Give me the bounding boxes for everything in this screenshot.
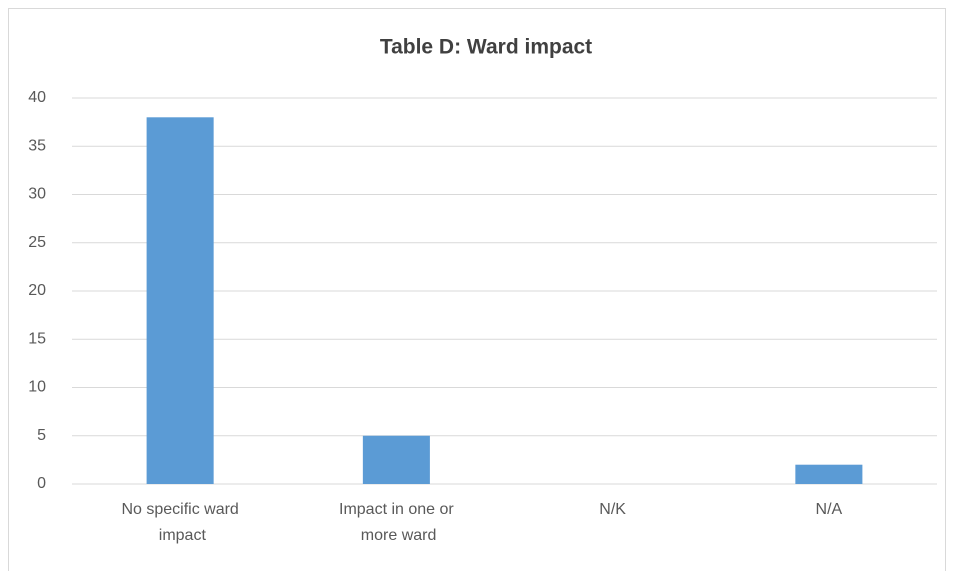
bar xyxy=(795,464,863,484)
y-tick-label: 5 xyxy=(37,427,46,444)
y-tick-label: 25 xyxy=(28,234,46,251)
y-tick-label: 30 xyxy=(28,186,46,203)
chart-title: Table D: Ward impact xyxy=(380,36,592,59)
x-tick-label: N/K xyxy=(599,501,626,518)
y-tick-label: 40 xyxy=(28,89,46,106)
y-tick-label: 10 xyxy=(28,379,46,396)
y-tick-label: 15 xyxy=(28,330,46,347)
bar xyxy=(362,435,430,484)
x-tick-label: N/A xyxy=(816,501,843,518)
x-tick-label: Impact in one or more ward xyxy=(339,501,454,544)
y-tick-label: 20 xyxy=(28,282,46,299)
y-tick-label: 35 xyxy=(28,137,46,154)
x-tick-label: No specific ward impact xyxy=(121,501,238,544)
y-tick-label: 0 xyxy=(37,475,46,492)
bar xyxy=(146,117,214,485)
